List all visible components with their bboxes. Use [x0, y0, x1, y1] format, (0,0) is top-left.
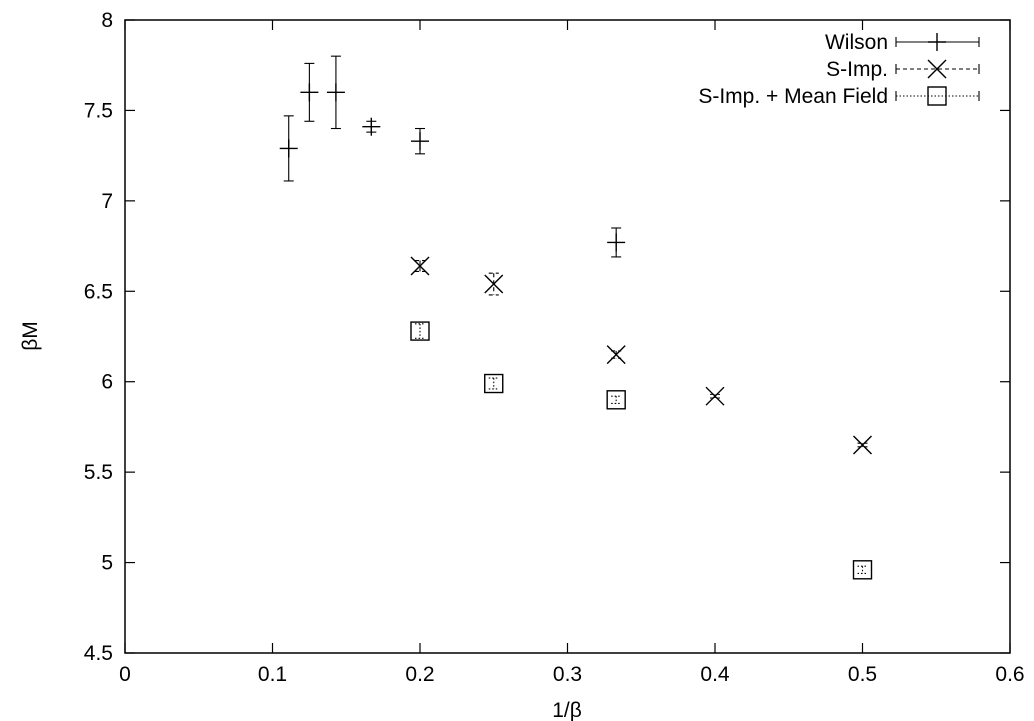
series-plus	[279, 55, 626, 258]
legend-entry: S-Imp. + Mean Field	[698, 85, 980, 108]
square-marker	[410, 321, 430, 341]
axis-ticks: 0 0.1 0.2 0.3 0.4 0.5 0.6 4.5 5 5.5 6 6.5 7 7.5 8	[84, 9, 1025, 686]
x-tick-label: 0.5	[848, 663, 877, 686]
square-marker	[484, 373, 504, 394]
y-tick-label: 6	[101, 371, 113, 394]
error-bar	[488, 377, 499, 390]
y-tick-label: 5	[101, 552, 113, 575]
legend: Wilson S-Imp. S-Imp. + Mean Field	[698, 31, 980, 108]
y-tick: 5.5	[84, 461, 1010, 484]
data-point	[300, 62, 319, 122]
plus-marker	[300, 83, 319, 102]
y-tick: 6	[101, 371, 1010, 394]
data-point	[607, 227, 626, 258]
y-tick: 7.5	[84, 99, 1010, 122]
y-tick-label: 7	[101, 190, 113, 213]
cross-marker	[705, 386, 725, 406]
y-tick-label: 5.5	[84, 461, 113, 484]
data-point	[606, 345, 626, 365]
error-bar	[857, 565, 868, 574]
x-tick: 0.5	[848, 20, 877, 686]
plus-marker	[326, 83, 345, 102]
cross-marker	[410, 256, 430, 276]
y-tick-label: 4.5	[84, 642, 113, 665]
data-point	[326, 55, 345, 130]
square-marker	[852, 560, 873, 580]
data-point	[484, 272, 504, 296]
x-tick: 0.2	[405, 20, 435, 686]
data-point	[411, 127, 429, 155]
square-marker	[606, 390, 626, 410]
x-tick: 0.3	[553, 20, 582, 686]
y-axis-label: βM	[19, 321, 42, 351]
x-tick-label: 0.6	[995, 663, 1024, 686]
x-tick-label: 0.3	[553, 663, 582, 686]
error-bar	[415, 259, 425, 272]
legend-entry: S-Imp.	[826, 58, 980, 81]
data-point	[410, 321, 430, 341]
cross-marker	[484, 274, 504, 294]
legend-label: S-Imp.	[826, 58, 888, 81]
y-tick-label: 8	[101, 9, 113, 32]
plus-marker	[279, 139, 298, 158]
plus-marker	[607, 233, 626, 252]
cross-marker	[853, 435, 872, 455]
plus-marker	[411, 132, 429, 151]
legend-cross-marker	[927, 59, 947, 79]
x-tick-label: 0.4	[700, 663, 730, 686]
data-point	[852, 560, 873, 580]
plus-marker	[362, 117, 381, 136]
data-point	[484, 373, 504, 394]
x-tick: 0.1	[258, 20, 287, 686]
data-point	[606, 390, 626, 410]
legend-label: Wilson	[825, 31, 888, 54]
legend-square-marker	[927, 86, 947, 106]
data-point	[705, 386, 725, 406]
error-bar	[415, 323, 425, 339]
y-tick-label: 7.5	[84, 99, 113, 122]
series-square	[410, 321, 873, 580]
cross-marker	[606, 345, 626, 365]
y-tick: 4.5	[84, 642, 1010, 665]
x-tick: 0.4	[700, 20, 730, 686]
x-tick: 0	[119, 20, 131, 686]
data-point	[410, 256, 430, 276]
y-tick-label: 6.5	[84, 280, 113, 303]
legend-entry: Wilson	[825, 31, 980, 54]
y-tick: 6.5	[84, 280, 1010, 303]
x-tick-label: 0	[119, 663, 131, 686]
y-tick: 8	[101, 9, 1010, 32]
data-points	[279, 55, 873, 580]
data-point	[362, 117, 381, 136]
x-tick-label: 0.2	[405, 663, 434, 686]
series-cross	[410, 256, 872, 455]
x-tick-label: 0.1	[258, 663, 287, 686]
data-point	[853, 435, 872, 455]
x-axis-label: 1/β	[552, 699, 582, 721]
legend-label: S-Imp. + Mean Field	[698, 85, 888, 108]
y-tick: 5	[101, 552, 1010, 575]
data-point	[279, 115, 298, 182]
legend-plus-marker	[928, 33, 946, 51]
error-bar	[611, 395, 622, 404]
x-tick: 0.6	[995, 20, 1025, 686]
plot-frame	[124, 19, 1011, 654]
y-tick: 7	[101, 190, 1010, 213]
